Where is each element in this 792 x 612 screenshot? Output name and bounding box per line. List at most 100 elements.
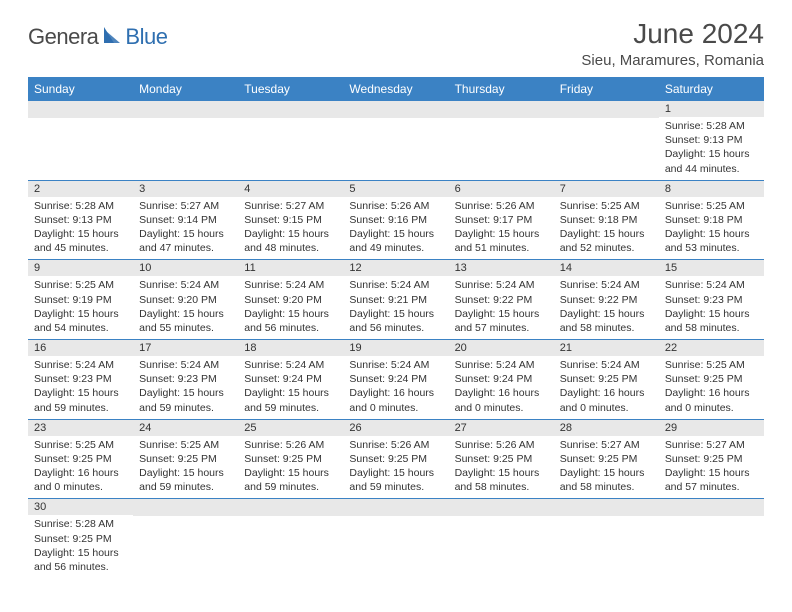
calendar-day-cell: 7Sunrise: 5:25 AMSunset: 9:18 PMDaylight… [554,180,659,260]
calendar-day-cell: 20Sunrise: 5:24 AMSunset: 9:24 PMDayligh… [449,340,554,420]
day-number: 8 [659,181,764,197]
day-detail-line: Sunset: 9:15 PM [244,213,337,227]
day-detail-line: Sunrise: 5:24 AM [139,358,232,372]
calendar-day-cell: 10Sunrise: 5:24 AMSunset: 9:20 PMDayligh… [133,260,238,340]
day-detail-line: Sunrise: 5:25 AM [34,438,127,452]
day-detail-line: Sunset: 9:17 PM [455,213,548,227]
calendar-table: SundayMondayTuesdayWednesdayThursdayFrid… [28,77,764,578]
calendar-day-cell: 25Sunrise: 5:26 AMSunset: 9:25 PMDayligh… [238,419,343,499]
day-detail-line: Sunset: 9:13 PM [34,213,127,227]
day-detail-line: and 55 minutes. [139,321,232,335]
day-number: 25 [238,420,343,436]
day-detail-line: Sunset: 9:25 PM [560,452,653,466]
logo: Genera Blue [28,24,167,50]
day-detail-line: and 45 minutes. [34,241,127,255]
calendar-empty-cell [238,499,343,578]
day-details: Sunrise: 5:24 AMSunset: 9:24 PMDaylight:… [449,356,554,419]
day-detail-line: Sunset: 9:14 PM [139,213,232,227]
day-detail-line: and 0 minutes. [349,401,442,415]
day-details: Sunrise: 5:25 AMSunset: 9:25 PMDaylight:… [28,436,133,499]
day-detail-line: Sunrise: 5:24 AM [560,358,653,372]
day-detail-line: and 44 minutes. [665,162,758,176]
weekday-header: Tuesday [238,77,343,101]
day-details: Sunrise: 5:24 AMSunset: 9:22 PMDaylight:… [554,276,659,339]
day-details: Sunrise: 5:26 AMSunset: 9:25 PMDaylight:… [238,436,343,499]
day-details: Sunrise: 5:24 AMSunset: 9:20 PMDaylight:… [238,276,343,339]
day-details: Sunrise: 5:24 AMSunset: 9:24 PMDaylight:… [343,356,448,419]
day-details: Sunrise: 5:27 AMSunset: 9:14 PMDaylight:… [133,197,238,260]
day-detail-line: Sunset: 9:25 PM [34,532,127,546]
logo-text-part2: Blue [125,24,167,50]
day-detail-line: and 47 minutes. [139,241,232,255]
day-detail-line: Daylight: 15 hours [560,227,653,241]
day-number: 20 [449,340,554,356]
calendar-day-cell: 23Sunrise: 5:25 AMSunset: 9:25 PMDayligh… [28,419,133,499]
location-text: Sieu, Maramures, Romania [581,52,764,69]
day-number [449,101,554,118]
calendar-day-cell: 4Sunrise: 5:27 AMSunset: 9:15 PMDaylight… [238,180,343,260]
day-detail-line: Sunrise: 5:26 AM [455,438,548,452]
day-detail-line: Daylight: 15 hours [244,227,337,241]
calendar-day-cell: 21Sunrise: 5:24 AMSunset: 9:25 PMDayligh… [554,340,659,420]
day-detail-line: Sunset: 9:18 PM [560,213,653,227]
day-detail-line: and 58 minutes. [455,480,548,494]
calendar-day-cell: 3Sunrise: 5:27 AMSunset: 9:14 PMDaylight… [133,180,238,260]
calendar-day-cell: 12Sunrise: 5:24 AMSunset: 9:21 PMDayligh… [343,260,448,340]
day-detail-line: Daylight: 15 hours [455,227,548,241]
day-number: 16 [28,340,133,356]
day-detail-line: Sunrise: 5:25 AM [665,358,758,372]
day-detail-line: Sunset: 9:16 PM [349,213,442,227]
day-detail-line: and 58 minutes. [560,321,653,335]
weekday-header: Friday [554,77,659,101]
calendar-header-row: SundayMondayTuesdayWednesdayThursdayFrid… [28,77,764,101]
day-detail-line: and 56 minutes. [34,560,127,574]
day-detail-line: Sunrise: 5:24 AM [455,358,548,372]
calendar-day-cell: 14Sunrise: 5:24 AMSunset: 9:22 PMDayligh… [554,260,659,340]
calendar-week-row: 1Sunrise: 5:28 AMSunset: 9:13 PMDaylight… [28,101,764,180]
day-detail-line: Daylight: 15 hours [665,147,758,161]
day-detail-line: Sunset: 9:21 PM [349,293,442,307]
day-detail-line: and 49 minutes. [349,241,442,255]
day-detail-line: Sunrise: 5:24 AM [560,278,653,292]
day-detail-line: Daylight: 16 hours [455,386,548,400]
day-detail-line: Sunset: 9:25 PM [665,372,758,386]
day-number: 28 [554,420,659,436]
day-number: 5 [343,181,448,197]
calendar-week-row: 16Sunrise: 5:24 AMSunset: 9:23 PMDayligh… [28,340,764,420]
calendar-empty-cell [554,499,659,578]
day-details: Sunrise: 5:25 AMSunset: 9:18 PMDaylight:… [554,197,659,260]
day-details: Sunrise: 5:25 AMSunset: 9:25 PMDaylight:… [133,436,238,499]
day-detail-line: Daylight: 16 hours [34,466,127,480]
calendar-day-cell: 2Sunrise: 5:28 AMSunset: 9:13 PMDaylight… [28,180,133,260]
day-detail-line: Daylight: 15 hours [244,307,337,321]
day-number [659,499,764,516]
day-detail-line: Sunrise: 5:25 AM [665,199,758,213]
day-details: Sunrise: 5:28 AMSunset: 9:13 PMDaylight:… [659,117,764,180]
day-detail-line: Sunset: 9:24 PM [455,372,548,386]
calendar-page: Genera Blue June 2024 Sieu, Maramures, R… [0,0,792,596]
calendar-empty-cell [133,499,238,578]
calendar-day-cell: 15Sunrise: 5:24 AMSunset: 9:23 PMDayligh… [659,260,764,340]
day-detail-line: and 59 minutes. [34,401,127,415]
day-details: Sunrise: 5:26 AMSunset: 9:17 PMDaylight:… [449,197,554,260]
day-detail-line: Sunrise: 5:26 AM [455,199,548,213]
day-detail-line: Daylight: 15 hours [349,307,442,321]
calendar-empty-cell [659,499,764,578]
day-number [133,499,238,516]
day-detail-line: and 56 minutes. [349,321,442,335]
day-detail-line: Sunset: 9:23 PM [665,293,758,307]
day-details: Sunrise: 5:27 AMSunset: 9:25 PMDaylight:… [659,436,764,499]
day-details: Sunrise: 5:28 AMSunset: 9:13 PMDaylight:… [28,197,133,260]
day-detail-line: and 57 minutes. [665,480,758,494]
logo-text-part1: Genera [28,24,98,50]
day-detail-line: and 58 minutes. [560,480,653,494]
day-detail-line: Daylight: 15 hours [665,466,758,480]
day-detail-line: Sunrise: 5:24 AM [349,278,442,292]
day-detail-line: Daylight: 15 hours [139,466,232,480]
day-number: 29 [659,420,764,436]
day-detail-line: and 59 minutes. [349,480,442,494]
day-number: 6 [449,181,554,197]
day-detail-line: and 56 minutes. [244,321,337,335]
day-detail-line: Daylight: 15 hours [455,466,548,480]
day-details: Sunrise: 5:24 AMSunset: 9:25 PMDaylight:… [554,356,659,419]
